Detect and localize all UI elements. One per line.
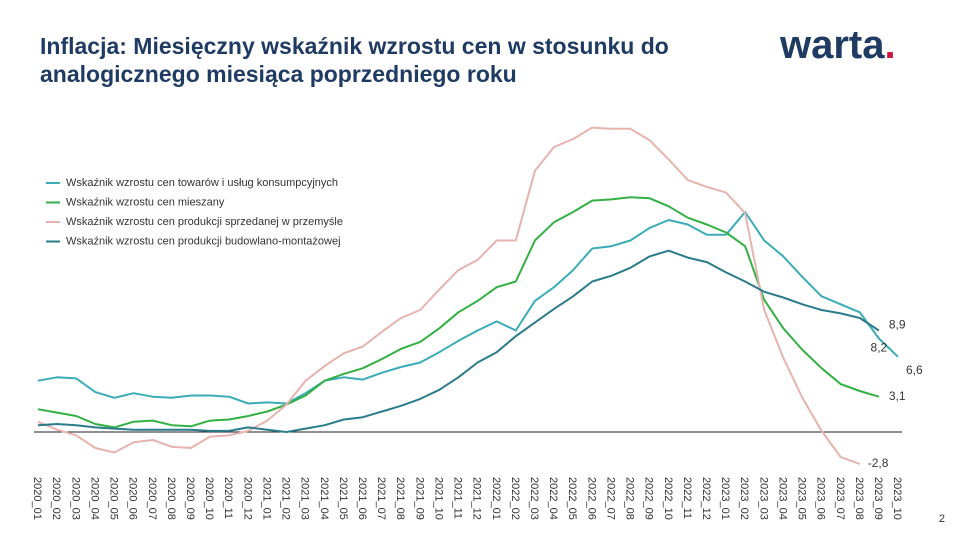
x-tick-label: 2022_01 <box>490 477 502 520</box>
x-tick-label: 2020_09 <box>184 477 196 520</box>
x-tick-label: 2023_08 <box>853 477 865 520</box>
x-tick-label: 2020_12 <box>241 477 253 520</box>
x-tick-label: 2022_04 <box>547 477 559 520</box>
value-label: -2,8 <box>868 456 889 470</box>
series-line <box>37 196 880 429</box>
x-tick-label: 2021_02 <box>280 477 292 520</box>
x-tick-label: 2023_10 <box>891 477 903 520</box>
x-tick-label: 2022_05 <box>566 477 578 520</box>
x-tick-label: 2020_10 <box>203 477 215 520</box>
x-tick-label: 2022_02 <box>509 477 521 520</box>
series-line <box>37 211 899 405</box>
x-tick-label: 2023_06 <box>815 477 827 520</box>
x-tick-label: 2022_03 <box>528 477 540 520</box>
x-tick-label: 2021_09 <box>413 477 425 520</box>
value-label: 3,1 <box>889 389 906 403</box>
x-tick-label: 2023_02 <box>738 477 750 520</box>
x-tick-label: 2020_07 <box>146 477 158 520</box>
x-tick-label: 2020_04 <box>88 477 100 520</box>
title-line: analogicznego miesiąca poprzedniego roku <box>40 61 517 87</box>
x-tick-label: 2020_02 <box>50 477 62 520</box>
x-tick-label: 2020_08 <box>165 477 177 520</box>
x-tick-label: 2021_03 <box>299 477 311 520</box>
legend-label: Wskaźnik wzrostu cen produkcji budowlano… <box>66 235 341 247</box>
x-tick-label: 2023_01 <box>719 477 731 520</box>
value-label: 8,2 <box>871 341 888 355</box>
series-line <box>37 249 880 433</box>
x-tick-label: 2021_07 <box>375 477 387 520</box>
x-tick-label: 2022_09 <box>643 477 655 520</box>
x-tick-label: 2020_01 <box>31 477 43 520</box>
x-tick-label: 2021_11 <box>452 477 464 519</box>
legend-label: Wskaźnik wzrostu cen towarów i usług kon… <box>66 177 338 189</box>
x-tick-label: 2022_12 <box>700 477 712 520</box>
x-tick-label: 2022_11 <box>681 477 693 519</box>
x-tick-label: 2022_06 <box>585 477 597 520</box>
x-tick-label: 2021_05 <box>337 477 349 520</box>
page-number: 2 <box>939 513 945 525</box>
logo: warta. <box>779 23 896 67</box>
logo-text: warta <box>779 23 885 67</box>
series-line <box>37 126 861 465</box>
x-tick-label: 2020_06 <box>127 477 139 520</box>
x-tick-label: 2020_05 <box>108 477 120 520</box>
x-tick-label: 2023_07 <box>834 477 846 520</box>
x-tick-label: 2022_10 <box>662 477 674 520</box>
x-tick-label: 2023_05 <box>796 477 808 520</box>
value-label: 6,6 <box>906 363 923 377</box>
legend-label: Wskaźnik wzrostu cen mieszany <box>66 196 225 208</box>
x-tick-label: 2021_04 <box>318 477 330 520</box>
x-tick-label: 2023_03 <box>757 477 769 520</box>
value-label: 8,9 <box>889 318 906 332</box>
x-tick-label: 2023_09 <box>872 477 884 520</box>
x-tick-label: 2023_04 <box>776 477 788 520</box>
x-tick-label: 2021_12 <box>471 477 483 520</box>
x-tick-label: 2021_06 <box>356 477 368 520</box>
x-tick-label: 2020_03 <box>69 477 81 520</box>
x-tick-label: 2022_07 <box>604 477 616 520</box>
title-line: Inflacja: Miesięczny wskaźnik wzrostu ce… <box>40 33 669 59</box>
logo-dot: . <box>885 23 896 67</box>
legend-label: Wskaźnik wzrostu cen produkcji sprzedane… <box>66 216 343 228</box>
x-tick-label: 2020_11 <box>222 477 234 519</box>
x-tick-label: 2021_10 <box>432 477 444 520</box>
x-tick-label: 2021_01 <box>260 477 272 520</box>
x-tick-label: 2022_08 <box>624 477 636 520</box>
x-tick-label: 2021_08 <box>394 477 406 520</box>
